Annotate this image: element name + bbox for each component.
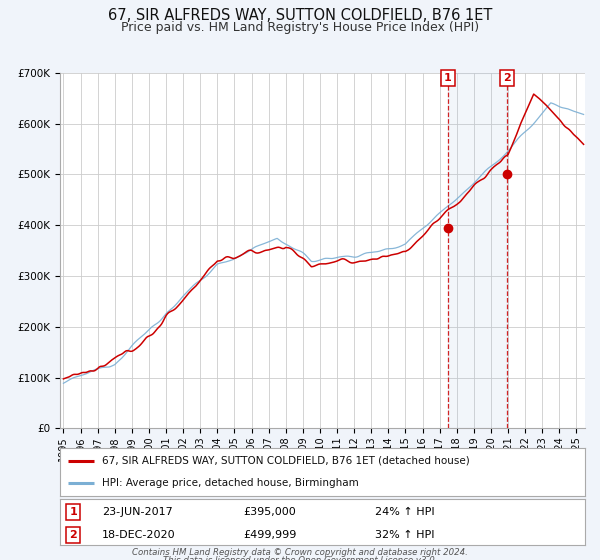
Text: This data is licensed under the Open Government Licence v3.0.: This data is licensed under the Open Gov… bbox=[163, 556, 437, 560]
Text: HPI: Average price, detached house, Birmingham: HPI: Average price, detached house, Birm… bbox=[102, 478, 359, 488]
Bar bbox=[448, 73, 508, 428]
Text: Contains HM Land Registry data © Crown copyright and database right 2024.: Contains HM Land Registry data © Crown c… bbox=[132, 548, 468, 557]
Text: 67, SIR ALFREDS WAY, SUTTON COLDFIELD, B76 1ET: 67, SIR ALFREDS WAY, SUTTON COLDFIELD, B… bbox=[108, 8, 492, 24]
Text: 32% ↑ HPI: 32% ↑ HPI bbox=[375, 530, 434, 540]
Text: 1: 1 bbox=[444, 73, 452, 83]
Text: 2: 2 bbox=[70, 530, 77, 540]
Text: £395,000: £395,000 bbox=[244, 507, 296, 517]
Text: 67, SIR ALFREDS WAY, SUTTON COLDFIELD, B76 1ET (detached house): 67, SIR ALFREDS WAY, SUTTON COLDFIELD, B… bbox=[102, 456, 470, 466]
Text: £499,999: £499,999 bbox=[244, 530, 297, 540]
Text: 2: 2 bbox=[503, 73, 511, 83]
Text: 18-DEC-2020: 18-DEC-2020 bbox=[102, 530, 176, 540]
Text: 1: 1 bbox=[70, 507, 77, 517]
Text: Price paid vs. HM Land Registry's House Price Index (HPI): Price paid vs. HM Land Registry's House … bbox=[121, 21, 479, 34]
Text: 24% ↑ HPI: 24% ↑ HPI bbox=[375, 507, 434, 517]
Text: 23-JUN-2017: 23-JUN-2017 bbox=[102, 507, 173, 517]
